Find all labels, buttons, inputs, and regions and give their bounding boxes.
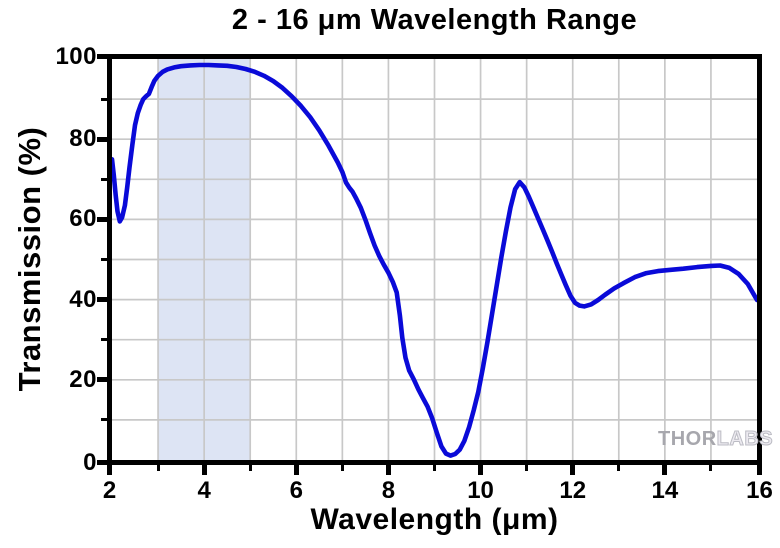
x-tick-label: 4 xyxy=(197,477,211,504)
x-minor-tick xyxy=(433,465,436,471)
y-major-tick xyxy=(97,54,107,59)
x-major-tick xyxy=(478,465,484,475)
y-major-tick xyxy=(97,136,107,142)
x-major-tick xyxy=(385,465,391,475)
x-minor-tick xyxy=(248,465,252,471)
x-minor-tick xyxy=(709,465,713,471)
y-major-tick xyxy=(97,216,107,222)
y-tick-label: 100 xyxy=(55,42,97,70)
transmission-curve xyxy=(112,62,757,458)
x-major-tick xyxy=(662,465,668,475)
x-major-tick xyxy=(201,465,207,475)
y-minor-tick xyxy=(101,338,107,342)
x-tick-label: 14 xyxy=(651,477,679,504)
x-tick-label: 8 xyxy=(381,477,396,504)
y-major-tick xyxy=(97,297,107,303)
x-tick-label: 2 xyxy=(102,477,117,504)
x-tick-label: 6 xyxy=(289,477,303,504)
thorlabs-watermark: THORLABS xyxy=(658,428,773,451)
x-tick-label: 12 xyxy=(559,477,587,504)
y-major-tick xyxy=(97,377,107,383)
y-axis-title: Transmission (%) xyxy=(12,126,47,392)
chart-title: 2 - 16 μm Wavelength Range xyxy=(231,4,638,36)
y-tick-label: 60 xyxy=(69,205,97,233)
x-major-tick xyxy=(570,465,576,475)
x-minor-tick xyxy=(156,465,160,471)
x-minor-tick xyxy=(525,465,529,471)
x-minor-tick xyxy=(617,465,621,471)
x-minor-tick xyxy=(340,465,344,471)
watermark-thor: THOR xyxy=(658,428,717,450)
plot-svg xyxy=(112,59,757,460)
y-tick-label: 20 xyxy=(69,365,97,393)
x-major-tick xyxy=(757,465,762,475)
y-major-tick xyxy=(97,460,107,465)
x-tick-label: 10 xyxy=(467,477,494,504)
y-minor-tick xyxy=(101,177,107,181)
x-major-tick xyxy=(293,465,299,475)
watermark-labs: LABS xyxy=(716,428,774,451)
y-tick-label: 0 xyxy=(83,448,97,476)
x-axis-title: Wavelength (μm) xyxy=(310,503,559,536)
x-tick-label: 16 xyxy=(746,477,773,504)
y-minor-tick xyxy=(101,97,107,101)
y-minor-tick xyxy=(101,418,107,422)
y-tick-label: 80 xyxy=(69,125,97,153)
y-tick-label: 40 xyxy=(69,285,97,313)
x-major-tick xyxy=(107,465,112,475)
y-minor-tick xyxy=(101,258,107,261)
